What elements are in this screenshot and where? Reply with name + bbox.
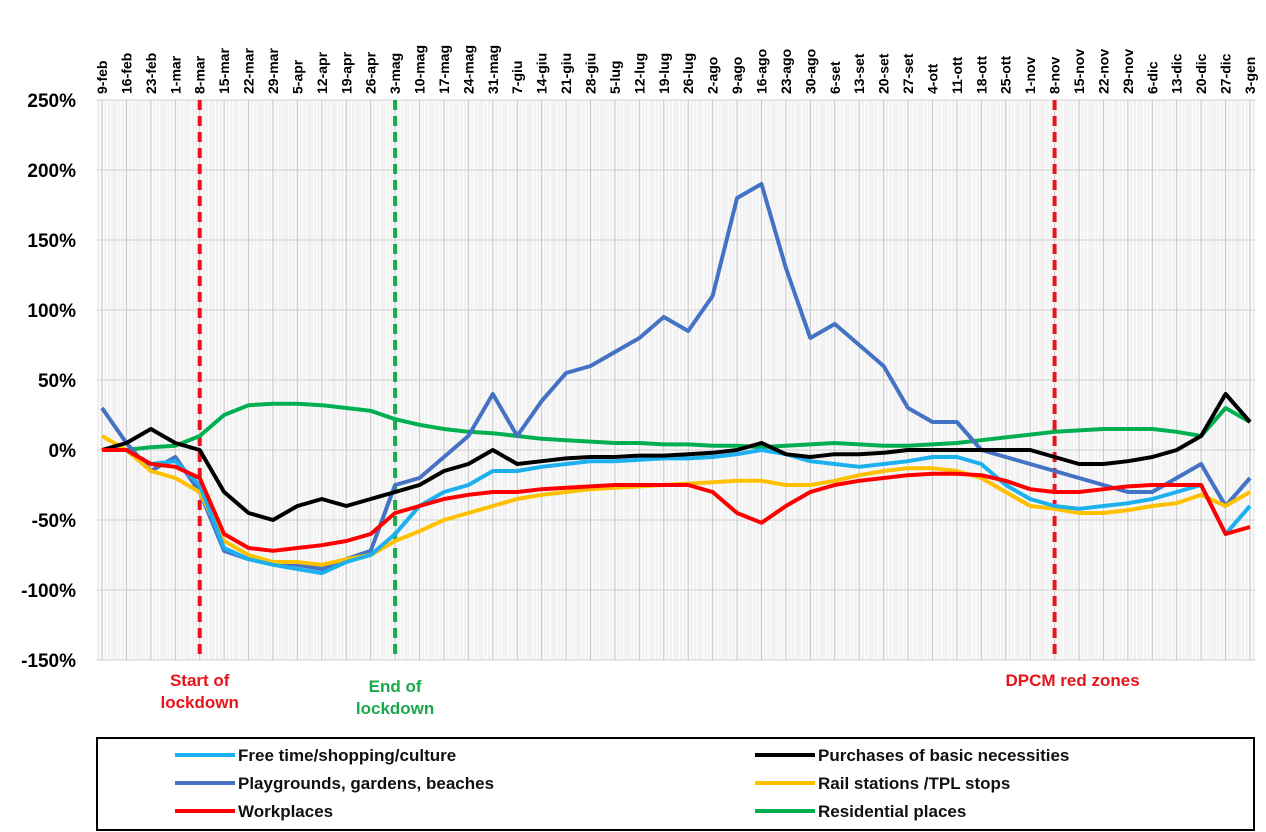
legend-label: Residential places [818,802,966,821]
series-line [101,392,1252,522]
y-tick-label: 250% [27,91,76,112]
x-tick-label: 12-apr [314,51,330,94]
x-tick-label: 26-apr [363,51,379,94]
y-tick-label: -100% [21,581,76,602]
x-tick-label: 7-giu [509,61,525,94]
legend-label: Workplaces [238,802,333,821]
legend-label: Purchases of basic necessities [818,746,1069,765]
x-tick-label: 19-apr [338,51,354,94]
x-tick-label: 8-mar [192,55,208,94]
x-tick-label: 15-mar [216,48,232,94]
y-tick-label: 150% [27,231,76,252]
x-tick-label: 22-mar [241,48,257,94]
x-tick-label: 3-mag [387,53,403,94]
y-tick-label: 0% [49,441,77,462]
x-tick-label: 20-set [876,53,892,94]
legend-label: Free time/shopping/culture [238,746,456,765]
x-tick-label: 6-dic [1144,61,1160,94]
x-tick-label: 30-ago [802,49,818,94]
y-tick-label: -150% [21,651,76,672]
x-tick-label: 5-apr [289,59,305,94]
x-tick-label: 23-feb [143,53,159,94]
x-tick-label: 17-mag [436,45,452,94]
x-tick-label: 14-giu [534,53,550,94]
x-tick-label: 12-lug [631,53,647,94]
annotation-label: End of lockdown [355,677,435,718]
x-tick-label: 4-ott [924,63,940,94]
x-tick-label: 23-ago [778,49,794,94]
annotation-label: Start of lockdown [160,671,239,712]
x-tick-label: 21-giu [558,53,574,94]
x-tick-label: 20-dic [1193,53,1209,94]
x-tick-label: 1-mar [167,55,183,94]
y-tick-label: 50% [38,371,76,392]
series-line [100,182,1252,571]
x-tick-label: 11-ott [949,56,965,94]
x-tick-label: 27-dic [1218,53,1234,94]
series-line [102,448,1251,553]
legend-label: Playgrounds, gardens, beaches [238,774,494,793]
x-tick-label: 31-mag [485,45,501,94]
x-tick-label: 29-mar [265,48,281,94]
x-tick-label: 1-nov [1022,56,1038,94]
x-tick-label: 13-set [851,53,867,94]
x-tick-label: 6-set [827,61,843,94]
x-tick-label: 9-feb [94,61,110,94]
x-tick-label: 19-lug [656,53,672,94]
x-tick-label: 15-nov [1071,49,1087,94]
x-tick-label: 13-dic [1169,53,1185,94]
annotation-label: DPCM red zones [1005,671,1140,690]
series-line [102,448,1252,576]
x-tick-label: 5-lug [607,61,623,94]
x-tick-label: 24-mag [460,45,476,94]
x-tick-label: 9-ago [729,57,745,94]
y-tick-label: -50% [32,511,76,532]
x-tick-label: 16-ago [753,49,769,94]
x-tick-label: 2-ago [705,57,721,94]
series-line [102,401,1251,452]
x-tick-label: 28-giu [583,53,599,94]
y-tick-label: 100% [27,301,76,322]
x-tick-label: 10-mag [412,45,428,94]
x-tick-label: 8-nov [1047,56,1063,94]
legend-box [96,737,1255,831]
x-tick-label: 3-gen [1242,57,1258,94]
legend-label: Rail stations /TPL stops [818,774,1010,793]
x-tick-label: 29-nov [1120,49,1136,94]
x-tick-label: 26-lug [680,53,696,94]
x-tick-label: 16-feb [118,53,134,94]
x-tick-label: 22-nov [1095,49,1111,94]
y-tick-label: 200% [27,161,76,182]
x-tick-label: 18-ott [973,56,989,94]
x-tick-label: 25-ott [998,56,1014,94]
x-tick-label: 27-set [900,53,916,94]
